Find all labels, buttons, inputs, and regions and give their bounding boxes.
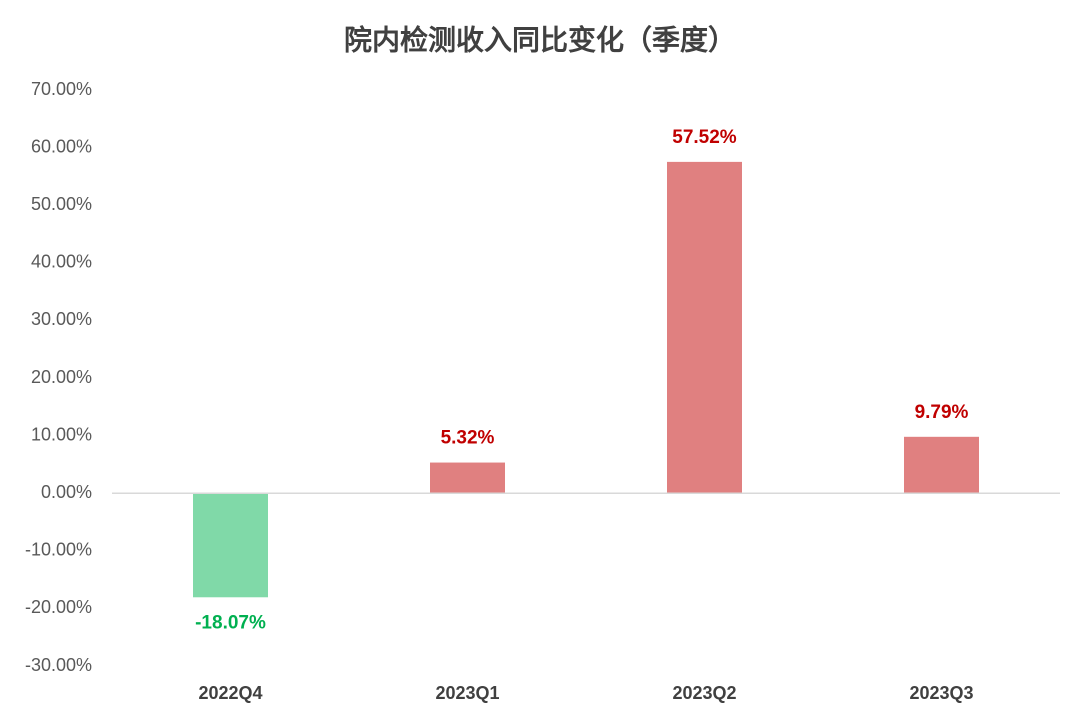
data-label: 9.79% bbox=[915, 402, 969, 423]
y-tick-label: 20.00% bbox=[31, 367, 92, 387]
y-tick-label: 60.00% bbox=[31, 136, 92, 156]
bar bbox=[904, 436, 979, 494]
x-tick-label: 2022Q4 bbox=[198, 683, 262, 703]
y-tick-label: -10.00% bbox=[25, 540, 92, 560]
y-tick-label: 30.00% bbox=[31, 309, 92, 329]
x-tick-label: 2023Q1 bbox=[435, 683, 499, 703]
bar bbox=[667, 161, 742, 494]
y-tick-label: 10.00% bbox=[31, 424, 92, 444]
data-label: -18.07% bbox=[195, 612, 266, 633]
y-tick-label: 70.00% bbox=[31, 79, 92, 99]
bar bbox=[430, 462, 505, 494]
y-tick-label: 50.00% bbox=[31, 194, 92, 214]
data-label: 5.32% bbox=[441, 428, 495, 449]
y-tick-label: 0.00% bbox=[41, 482, 92, 502]
data-label: 57.52% bbox=[672, 127, 737, 148]
y-tick-label: -20.00% bbox=[25, 597, 92, 617]
bar bbox=[193, 493, 268, 598]
chart-title: 院内检测收入同比变化（季度） bbox=[344, 23, 736, 55]
y-tick-label: 40.00% bbox=[31, 252, 92, 272]
y-tick-label: -30.00% bbox=[25, 655, 92, 675]
x-tick-label: 2023Q3 bbox=[909, 683, 973, 703]
x-tick-label: 2023Q2 bbox=[672, 683, 736, 703]
